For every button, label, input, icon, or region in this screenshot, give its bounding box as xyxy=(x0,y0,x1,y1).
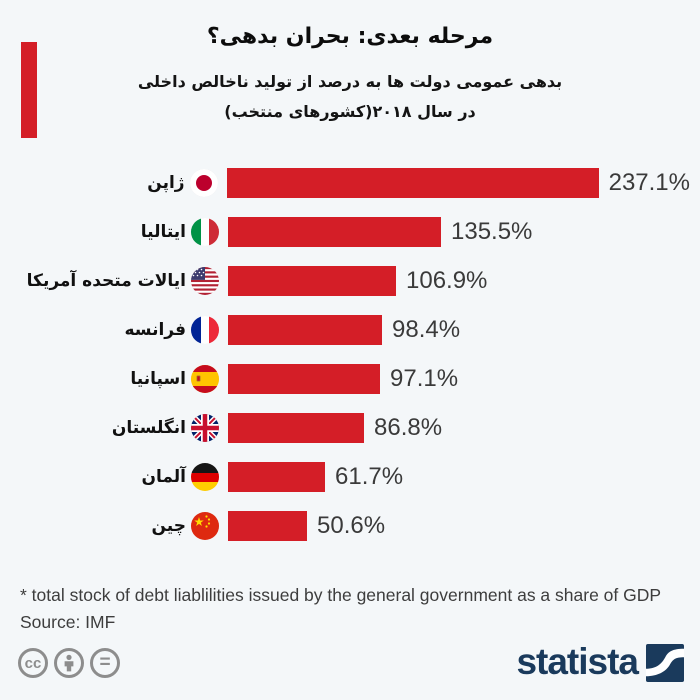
china-flag-icon xyxy=(191,512,219,540)
source-text: Source: IMF xyxy=(20,612,116,632)
chart-subtitle: بدهی عمومی دولت ها به درصد از تولید ناخا… xyxy=(60,67,640,127)
accent-red-bar xyxy=(21,42,37,138)
statista-wordmark: statista xyxy=(516,640,639,682)
subtitle-line-1: بدهی عمومی دولت ها به درصد از تولید ناخا… xyxy=(137,72,563,91)
spain-flag-icon xyxy=(191,365,219,393)
bar-row-china: چین 50.6% xyxy=(20,511,690,541)
bar-spain xyxy=(228,364,380,394)
page-title: مرحله بعدی: بحران بدهی؟ xyxy=(206,24,494,49)
value-label-japan: 237.1% xyxy=(608,169,690,196)
statista-logo[interactable]: statista xyxy=(516,643,684,684)
bar-italy xyxy=(228,217,441,247)
country-label-uk: انگلستان xyxy=(111,418,186,438)
bar-japan xyxy=(226,168,599,198)
footnote-block: * total stock of debt liablilities issue… xyxy=(20,582,686,636)
bar-usa xyxy=(228,266,396,296)
country-label-spain: اسپانیا xyxy=(130,369,186,389)
bar-row-spain: اسپانیا 97.1% xyxy=(20,364,690,394)
germany-flag-icon xyxy=(191,463,219,491)
country-label-usa: ایالات متحده آمریکا xyxy=(26,271,186,291)
japan-flag-icon xyxy=(189,169,218,197)
value-label-spain: 97.1% xyxy=(390,365,459,392)
country-label-china: چین xyxy=(151,516,187,536)
bar-france xyxy=(228,315,382,345)
value-label-usa: 106.9% xyxy=(406,267,488,294)
value-label-france: 98.4% xyxy=(392,316,461,343)
italy-flag-icon xyxy=(191,218,219,246)
bar-row-uk: انگلستان 86.8% xyxy=(20,413,690,443)
value-label-china: 50.6% xyxy=(317,512,386,539)
bar-chart: ژاپن 237.1% ایتالیا 135.5% ایالات متحده … xyxy=(20,168,690,560)
header: مرحله بعدی: بحران بدهی؟ بدهی عمومی دولت … xyxy=(60,24,640,127)
country-label-japan: ژاپن xyxy=(147,173,185,193)
value-label-italy: 135.5% xyxy=(451,218,533,245)
bar-row-usa: ایالات متحده آمریکا 106.9% xyxy=(20,266,690,296)
bar-uk xyxy=(228,413,364,443)
bar-row-france: فرانسه 98.4% xyxy=(20,315,690,345)
cc-by-person-icon[interactable] xyxy=(54,648,84,678)
value-label-germany: 61.7% xyxy=(335,463,404,490)
footnote-text: * total stock of debt liablilities issue… xyxy=(20,585,662,605)
subtitle-line-2: در سال ۲۰۱۸(کشورهای منتخب) xyxy=(224,102,476,121)
cc-icon[interactable]: cc xyxy=(18,648,48,678)
bar-row-japan: ژاپن 237.1% xyxy=(20,168,690,198)
cc-license-badges: cc = xyxy=(18,648,120,678)
country-label-italy: ایتالیا xyxy=(140,222,186,242)
country-label-france: فرانسه xyxy=(124,320,186,340)
country-label-germany: آلمان xyxy=(141,467,186,487)
france-flag-icon xyxy=(191,316,219,344)
cc-nd-equals-icon[interactable]: = xyxy=(90,648,120,678)
uk-flag-icon xyxy=(191,414,219,442)
statista-logo-icon xyxy=(646,644,684,682)
bar-china xyxy=(228,511,307,541)
value-label-uk: 86.8% xyxy=(374,414,443,441)
bottom-bar: cc = statista xyxy=(18,640,684,686)
bar-row-italy: ایتالیا 135.5% xyxy=(20,217,690,247)
bar-germany xyxy=(228,462,325,492)
usa-flag-icon xyxy=(191,267,219,295)
bar-row-germany: آلمان 61.7% xyxy=(20,462,690,492)
